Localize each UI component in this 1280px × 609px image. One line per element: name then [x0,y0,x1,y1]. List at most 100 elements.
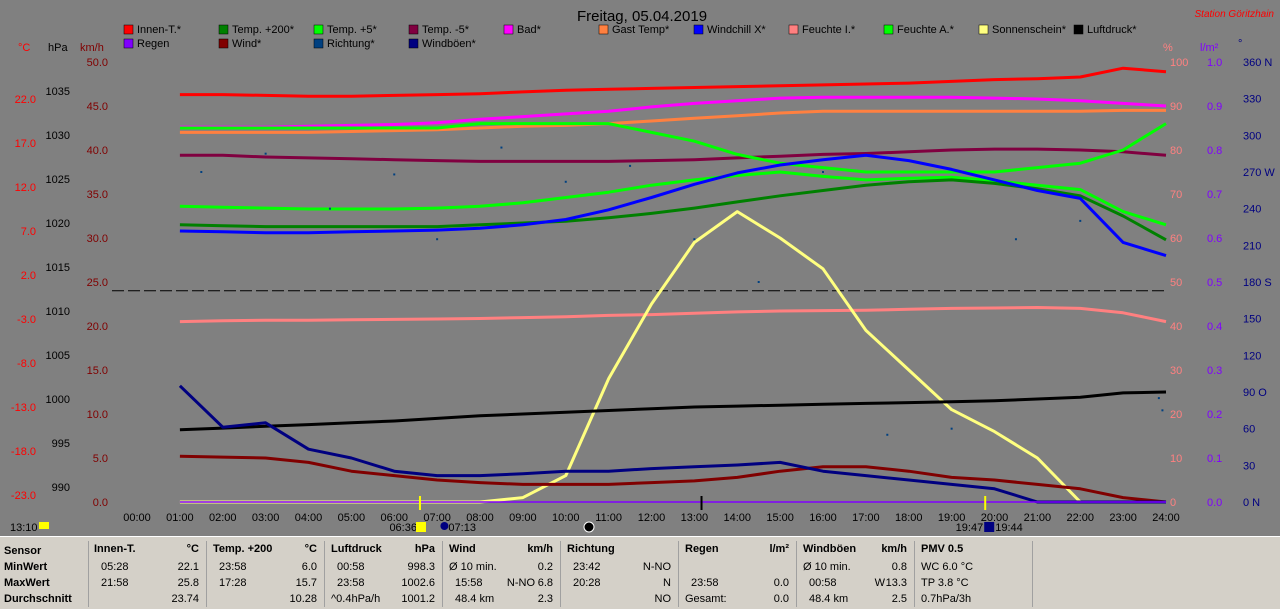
dir-tick-label: 330 [1243,94,1261,106]
kmh-tick-label: 35.0 [87,189,108,201]
legend-label: Sonnenschein* [992,24,1067,36]
temp-tick-label: -18.0 [11,446,36,458]
hour-tick-label: 23:00 [1109,512,1137,524]
t200-avg: 10.28 [289,593,317,605]
hour-tick-label: 05:00 [338,512,366,524]
legend-label: Regen [137,38,169,50]
hour-tick-label: 19:00 [938,512,966,524]
axis-unit-dir: ° [1238,38,1242,50]
axes: °C hPa km/h% l/m² ° 22.0 17.0 12.0 7.0 2.0 -3.0 -8.… [11,38,1275,524]
max-label: MaxWert [4,577,50,589]
weather-chart: Freitag, 05.04.2019 Station Göritzhain I… [10,8,1276,534]
dir-tick-label: 240 [1243,204,1261,216]
dir-tick-label: 180 S [1243,277,1272,289]
innen-header: Innen-T. [94,543,136,555]
legend-label: Feuchte I.* [802,24,856,36]
hpa-tick-label: 1015 [46,262,70,274]
series-line [179,153,1167,258]
direction-point [1014,238,1017,241]
sunrise-icon [415,522,426,532]
lm2-tick-label: 0.5 [1207,277,1222,289]
sensor-header: Sensor [4,545,42,557]
temp-tick-label: -8.0 [17,358,36,370]
hpa-tick-label: 1020 [46,218,70,230]
direction-point [693,238,696,241]
hour-tick-label: 16:00 [809,512,837,524]
direction-point [200,171,203,173]
lm2-tick-label: 0.9 [1207,101,1222,113]
innen-max-time: 21:58 [101,577,129,589]
hour-tick-label: 04:00 [295,512,323,524]
hour-tick-label: 02:00 [209,512,237,524]
min-label: MinWert [4,561,48,573]
wind-distance: 48.4 km [455,593,495,605]
legend-swatch [123,38,134,49]
dir-tick-label: 120 [1243,350,1261,362]
summary-table: Sensor MinWert MaxWert Durchschnitt Inne… [0,536,1280,609]
temp-tick-label: 7.0 [21,226,36,238]
pmv-header: PMV 0.5 [921,543,964,555]
dawn-label: 07:13 [448,522,476,534]
axis-unit-kmh: km/h [80,42,104,54]
legend-label: Windböen* [422,38,477,50]
hpa-tick-label: 1030 [46,130,70,142]
luft-max-value: 1002.6 [401,577,435,589]
kmh-tick-label: 0.0 [93,497,108,509]
avg-label: Durchschnitt [4,593,72,605]
boeen-avg: 2.5 [891,593,907,605]
kmh-tick-label: 10.0 [87,409,108,421]
legend-label: Temp. -5* [422,24,470,36]
direction-point [393,173,396,176]
innen-min-value: 22.1 [177,561,199,573]
luft-min-value: 998.3 [407,561,435,573]
dir-tick-label: 0 N [1243,497,1260,509]
t200-unit: °C [304,543,317,555]
legend-label: Wind* [232,38,262,50]
temp-tick-label: -23.0 [11,490,36,502]
axis-unit-hpa: hPa [48,42,68,54]
chart-title: Freitag, 05.04.2019 [577,8,707,25]
regen-max-value: 0.0 [773,577,789,589]
legend-label: Temp. +200* [232,24,295,36]
series-line [179,454,1167,504]
direction-point [757,281,760,283]
pmv-dewpoint: TP 3.8 °C [921,577,969,589]
series-layer [112,66,1167,504]
lm2-tick-label: 0.0 [1207,497,1222,509]
series-line [178,384,1166,504]
sunset-label: 19:47 [956,522,984,534]
legend-swatch [123,24,134,35]
temp-tick-label: -13.0 [11,402,36,414]
hpa-tick-label: 1025 [46,174,70,186]
boeen-unit: km/h [881,543,907,555]
dawn-icon [440,522,449,530]
wind-avg: 2.3 [537,593,553,605]
hour-tick-label: 24:00 [1152,512,1180,524]
sunset-icon [984,522,995,532]
pmv-windchill: WC 6.0 °C [921,561,974,573]
richtung-header: Richtung [567,543,615,555]
direction-point [822,171,824,173]
kmh-tick-label: 45.0 [87,101,108,113]
direction-point [500,146,503,149]
kmh-tick-label: 5.0 [93,453,108,465]
luft-trend: ^0.4hPa/h [331,593,381,605]
direction-point [264,152,267,155]
luft-min-time: 00:58 [337,561,365,573]
dir-tick-label: 30 [1243,460,1255,472]
wind-max-time: 15:58 [455,577,483,589]
hour-tick-label: 17:00 [852,512,880,524]
lm2-tick-label: 0.6 [1207,233,1222,245]
boeen-distance: 48.4 km [809,593,849,605]
pct-tick-label: 50 [1170,277,1182,289]
series-line [179,178,1167,242]
hour-tick-label: 13:00 [681,512,709,524]
luft-max-time: 23:58 [337,577,365,589]
hour-tick-label: 09:00 [509,512,537,524]
t200-min-value: 6.0 [301,561,317,573]
wind-avg10-label: Ø 10 min. [449,561,497,573]
legend-swatch [218,38,229,49]
legend-swatch [313,24,324,35]
legend-label: Richtung* [327,38,375,50]
axis-unit-pct: % [1163,42,1173,54]
